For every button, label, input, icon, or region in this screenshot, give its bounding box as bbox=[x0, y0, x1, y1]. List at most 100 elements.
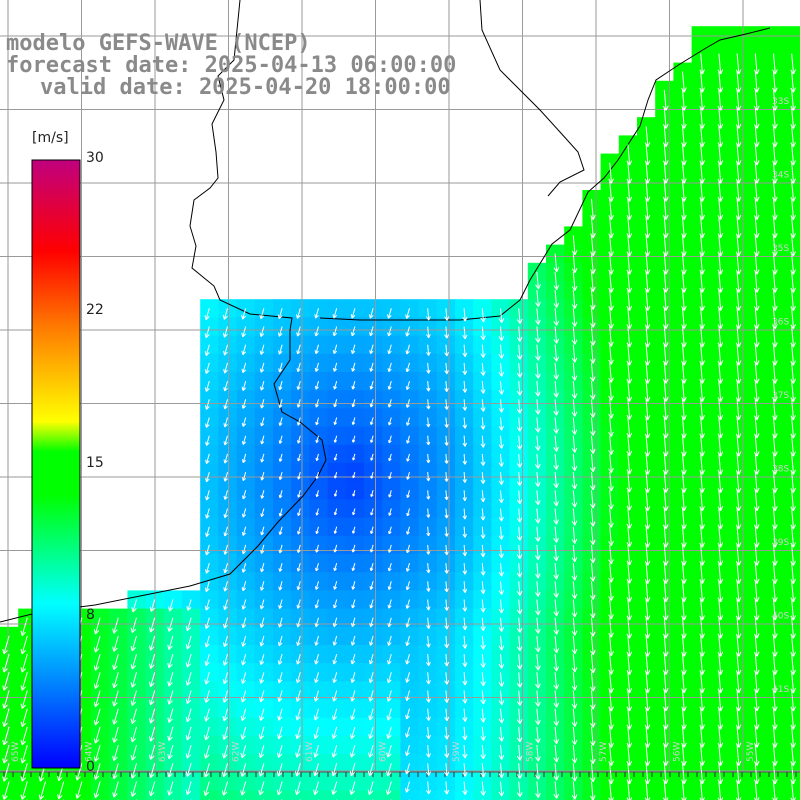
wind-vector bbox=[498, 453, 504, 467]
wind-vector bbox=[223, 544, 228, 555]
wind-vector bbox=[462, 581, 468, 593]
wind-vector bbox=[535, 672, 541, 689]
wind-vector bbox=[387, 599, 392, 609]
wind-vector bbox=[626, 381, 633, 402]
wind-vector bbox=[369, 362, 374, 372]
wind-vector bbox=[589, 581, 596, 600]
wind-cell bbox=[546, 790, 565, 800]
longitude-label: 63W bbox=[158, 742, 168, 762]
wind-vector bbox=[571, 362, 578, 381]
wind-vector bbox=[185, 617, 192, 632]
latitude-label: 39S bbox=[772, 538, 789, 548]
wind-vector bbox=[553, 253, 560, 273]
wind-vector bbox=[626, 526, 633, 547]
wind-vector bbox=[223, 417, 228, 428]
coastline-east bbox=[319, 27, 771, 321]
wind-vector bbox=[223, 380, 228, 392]
wind-vector bbox=[185, 690, 192, 704]
wind-vector bbox=[480, 563, 486, 576]
wind-vector bbox=[278, 471, 283, 481]
wind-vector bbox=[426, 362, 431, 374]
wind-vector bbox=[571, 271, 578, 291]
wind-vector bbox=[444, 672, 450, 685]
wind-vector bbox=[534, 453, 541, 469]
wind-vector bbox=[241, 508, 247, 518]
wind-cell bbox=[618, 790, 638, 800]
wind-vector bbox=[369, 544, 374, 553]
wind-vector bbox=[553, 290, 560, 308]
wind-vector bbox=[314, 653, 319, 665]
wind-vector bbox=[388, 526, 392, 535]
latitude-label: 37S bbox=[772, 391, 789, 401]
wind-vector bbox=[425, 654, 431, 666]
wind-vector bbox=[589, 435, 596, 454]
wind-cell bbox=[254, 790, 274, 800]
wind-vector bbox=[405, 362, 410, 373]
wind-vector bbox=[444, 563, 449, 574]
wind-vector bbox=[626, 508, 633, 529]
wind-vector bbox=[535, 308, 541, 325]
wind-vector bbox=[278, 526, 283, 535]
wind-vector bbox=[444, 344, 449, 357]
wind-vector bbox=[351, 344, 356, 354]
colorbar-tick: 0 bbox=[86, 759, 95, 775]
wind-vector bbox=[149, 599, 156, 612]
wind-vector bbox=[553, 362, 560, 380]
wind-vector bbox=[571, 399, 578, 417]
wind-vector bbox=[426, 326, 431, 339]
wind-vector bbox=[426, 617, 431, 629]
valid-date: valid date: 2025-04-20 18:00:00 bbox=[40, 75, 451, 100]
wind-vector bbox=[444, 453, 449, 464]
wind-vector bbox=[535, 399, 541, 415]
wind-vector bbox=[498, 435, 504, 449]
wind-vector bbox=[93, 635, 101, 653]
wind-vector bbox=[480, 453, 486, 466]
wind-vector bbox=[278, 581, 283, 591]
wind-cell bbox=[637, 790, 656, 800]
wind-vector bbox=[20, 672, 28, 691]
wind-vector bbox=[130, 653, 137, 670]
longitude-label: 62W bbox=[232, 742, 242, 762]
wind-vector bbox=[462, 544, 468, 557]
wind-vector bbox=[498, 544, 504, 559]
wind-vector bbox=[93, 690, 101, 708]
wind-speed-field bbox=[0, 26, 800, 800]
wind-vector bbox=[242, 471, 247, 482]
wind-vector bbox=[296, 617, 301, 628]
wind-vector bbox=[480, 508, 486, 521]
wind-vector bbox=[516, 381, 523, 396]
wind-vector bbox=[259, 635, 265, 647]
wind-vector bbox=[553, 672, 560, 690]
wind-vector bbox=[425, 308, 431, 321]
wind-vector bbox=[480, 344, 486, 358]
wind-vector bbox=[608, 417, 614, 437]
wind-vector bbox=[498, 581, 505, 595]
wind-vector bbox=[405, 581, 410, 591]
wind-vector bbox=[462, 617, 468, 631]
wind-vector bbox=[370, 453, 374, 461]
wind-vector bbox=[590, 253, 596, 274]
wind-vector bbox=[589, 381, 596, 400]
wind-vector bbox=[589, 308, 596, 328]
wind-vector bbox=[278, 599, 283, 609]
wind-vector bbox=[315, 399, 319, 408]
wind-vector bbox=[297, 471, 301, 480]
wind-vector bbox=[608, 453, 614, 473]
wind-vector bbox=[296, 399, 301, 408]
wind-vector bbox=[351, 562, 356, 572]
wind-vector bbox=[20, 690, 28, 709]
wind-vector bbox=[388, 490, 392, 498]
wind-vector bbox=[405, 635, 410, 647]
wind-vector bbox=[405, 672, 410, 683]
wind-vector bbox=[205, 562, 210, 574]
wind-vector bbox=[444, 581, 449, 593]
wind-vector bbox=[462, 654, 468, 667]
wind-vector bbox=[444, 472, 449, 482]
wind-vector bbox=[222, 653, 228, 666]
wind-cell bbox=[582, 790, 602, 800]
wind-cell bbox=[18, 790, 37, 800]
wind-cell bbox=[709, 790, 729, 800]
wind-vector bbox=[315, 471, 319, 479]
wind-vector bbox=[571, 526, 578, 544]
wind-vector bbox=[204, 617, 210, 629]
